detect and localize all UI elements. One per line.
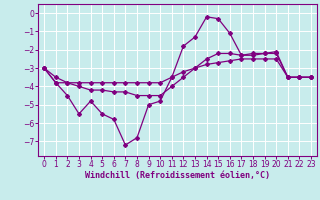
X-axis label: Windchill (Refroidissement éolien,°C): Windchill (Refroidissement éolien,°C) [85, 171, 270, 180]
